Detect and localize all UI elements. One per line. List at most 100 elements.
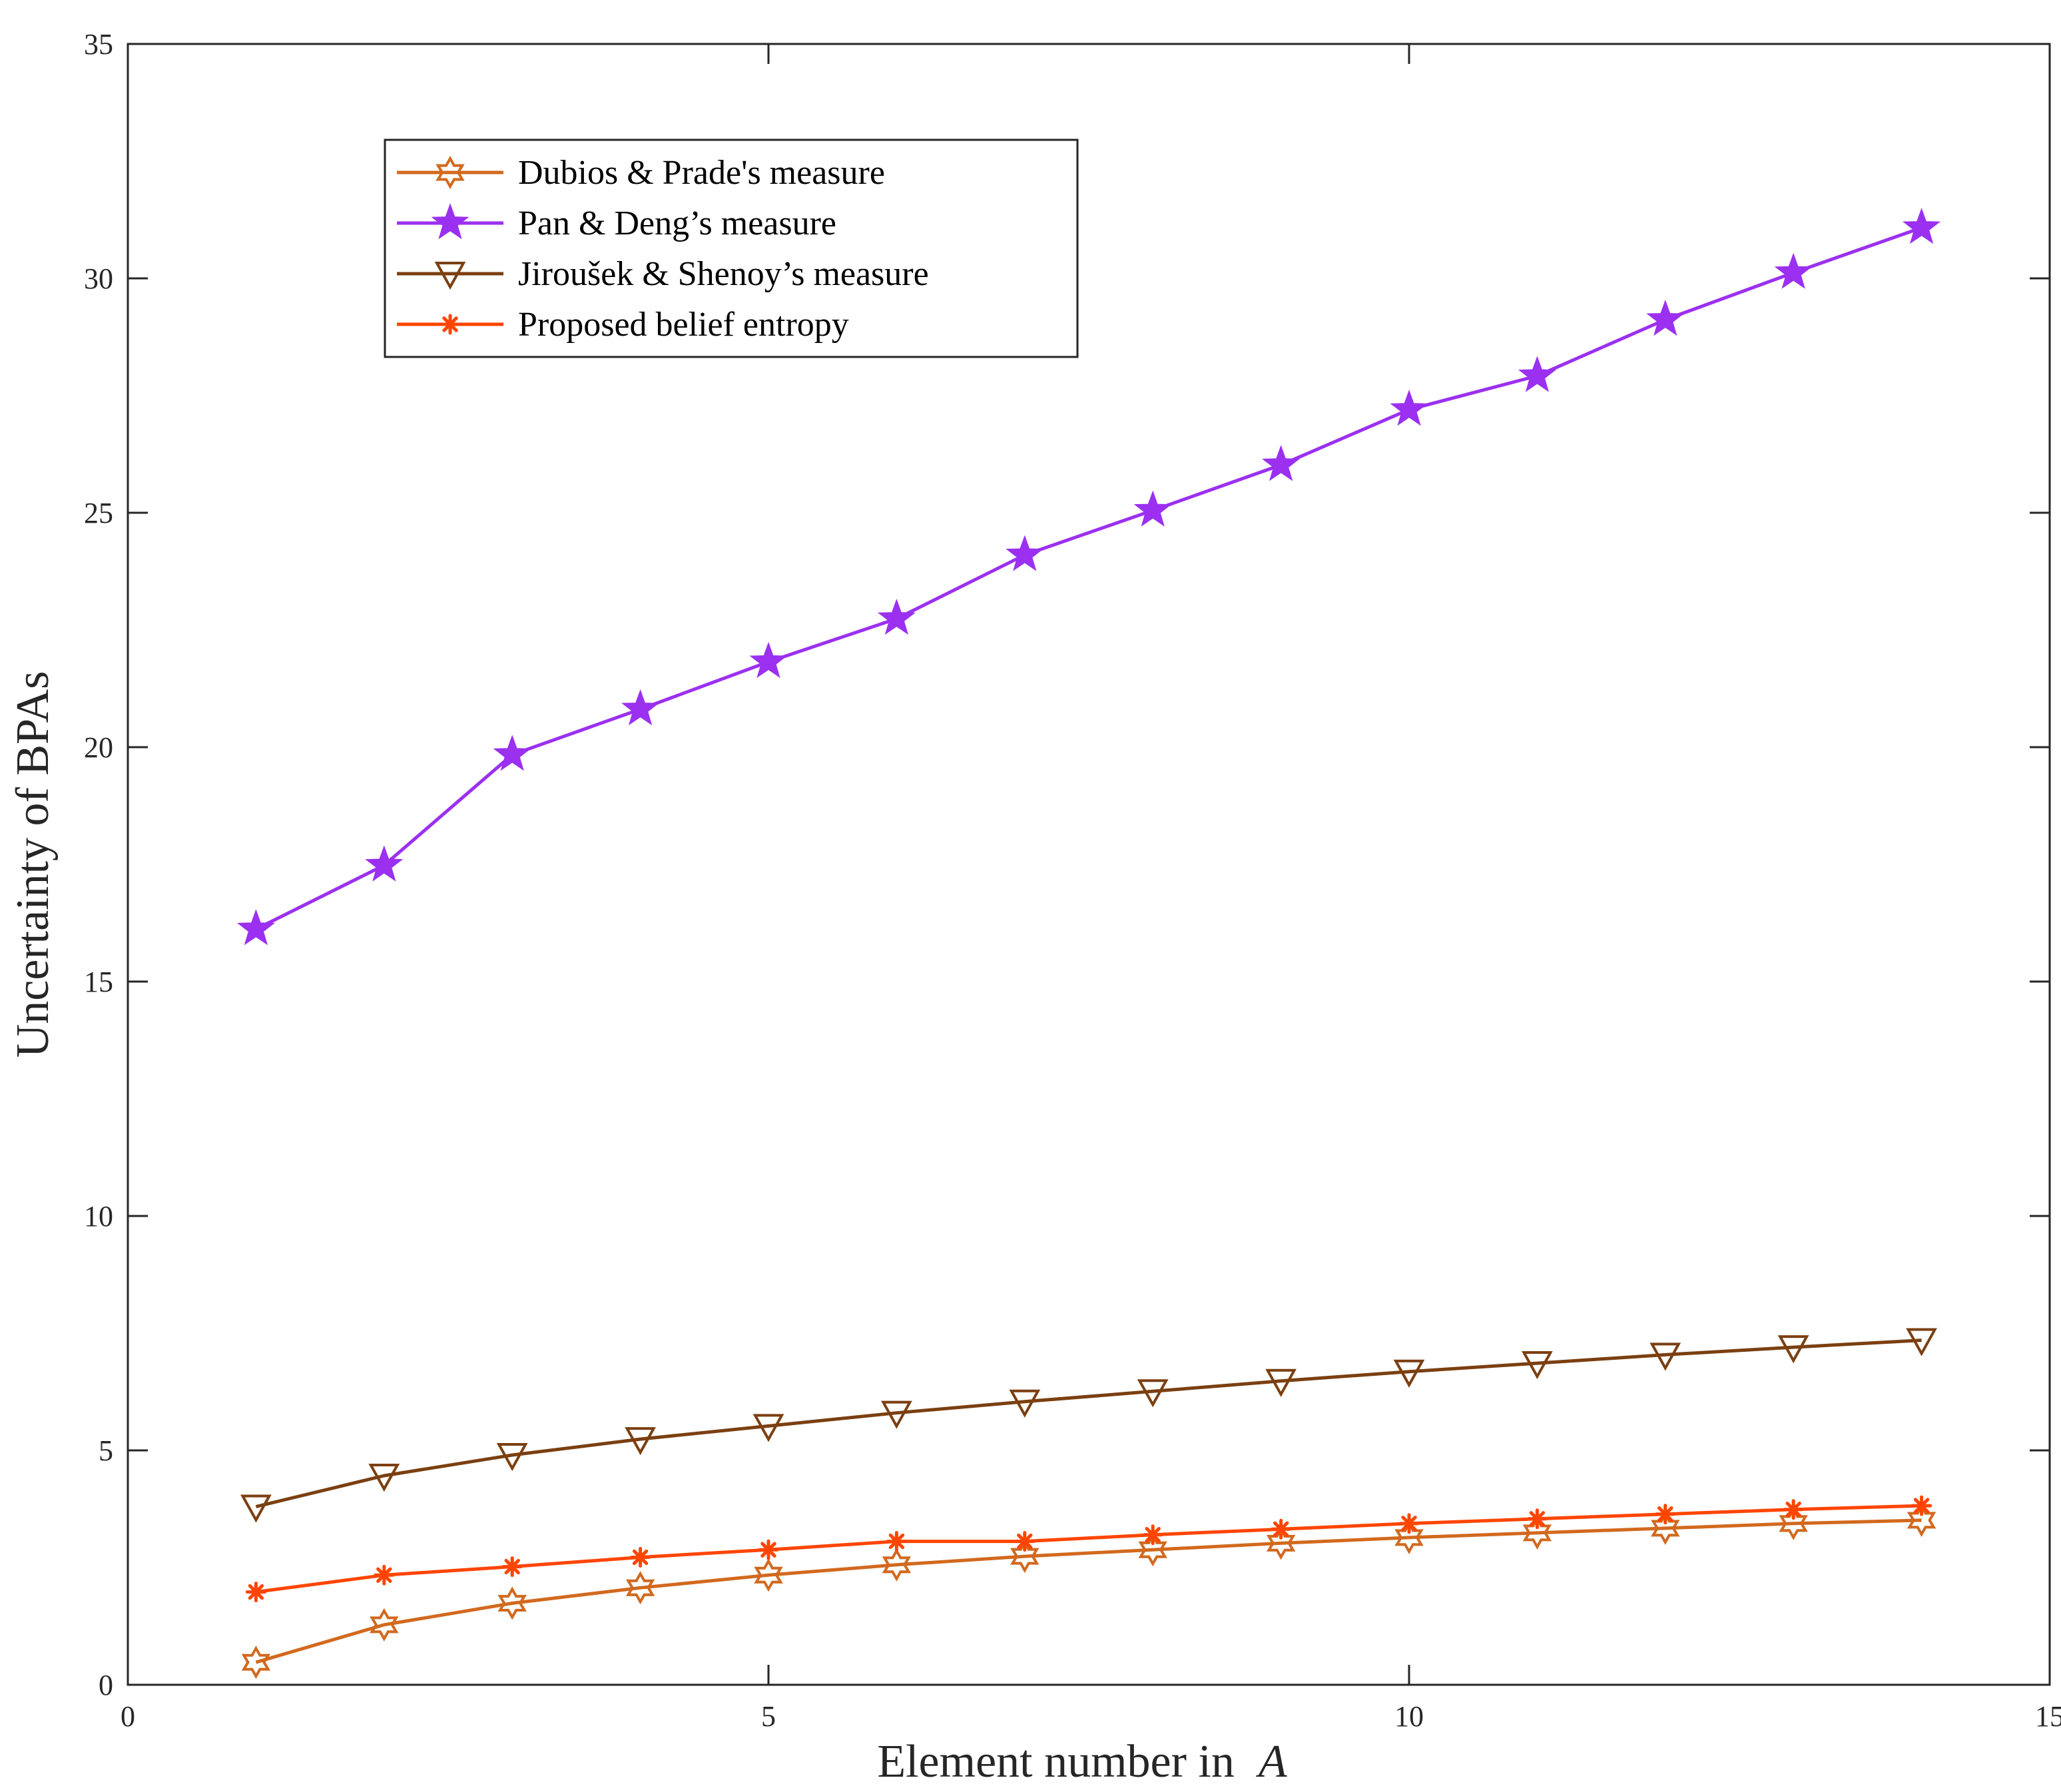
data-point [245, 1582, 266, 1603]
data-point [493, 735, 531, 771]
data-point [1390, 390, 1428, 426]
asterisk-stroke [1785, 1502, 1801, 1518]
y-tick-label: 25 [84, 497, 113, 529]
legend-marker [440, 314, 461, 335]
legend: Dubios & Prade's measure Pan & Deng’s mea… [384, 139, 1079, 358]
series-line [255, 1339, 1922, 1508]
asterisk-stroke [1529, 1511, 1546, 1527]
data-point [1398, 1513, 1420, 1534]
data-point [1526, 1508, 1548, 1530]
data-point [1262, 445, 1301, 481]
data-point [886, 1531, 907, 1552]
x-axis-title-text: Element number in [877, 1736, 1235, 1787]
y-tick-label: 35 [84, 28, 113, 61]
asterisk-stroke [248, 1584, 264, 1600]
series-line [256, 1504, 1922, 1594]
asterisk-stroke [1913, 1498, 1930, 1514]
series-layer [236, 208, 1941, 1679]
y-tick-label: 15 [84, 966, 113, 998]
y-tick-label: 20 [84, 731, 113, 764]
legend-label: Dubios & Prade's measure [518, 154, 885, 192]
y-tick-label: 0 [99, 1669, 113, 1701]
legend-marker [431, 203, 469, 240]
data-point [1265, 1368, 1297, 1397]
legend-label: Jiroušek & Shenoy’s measure [518, 255, 929, 293]
data-point [881, 1400, 912, 1429]
data-point [1133, 490, 1172, 527]
legend-label: Proposed belief entropy [518, 306, 849, 344]
data-point [1009, 1389, 1041, 1418]
data-point [501, 1556, 523, 1578]
data-point [625, 1571, 655, 1605]
x-axis-title-variable: A [1256, 1736, 1287, 1787]
y-axis-title: Uncertainty of BPAs [7, 671, 59, 1058]
data-point [1137, 1379, 1169, 1408]
data-point [1010, 1540, 1039, 1574]
asterisk-stroke [1657, 1506, 1673, 1522]
asterisk-stroke [1401, 1516, 1417, 1532]
data-point [1907, 1503, 1936, 1537]
data-point [1142, 1524, 1163, 1546]
plot-area: 0 5 10 15 0 5 10 15 20 25 30 35 [84, 28, 2061, 1733]
data-point [1777, 1335, 1809, 1364]
data-point [621, 689, 660, 726]
data-point [752, 1414, 784, 1442]
data-point [1783, 1499, 1804, 1520]
asterisk-stroke [376, 1567, 392, 1583]
data-point [877, 599, 916, 635]
series-0 [241, 1503, 1936, 1679]
data-point [365, 845, 404, 882]
data-point [625, 1427, 656, 1456]
x-tick-label: 15 [2035, 1700, 2061, 1733]
series-line [255, 1518, 1922, 1664]
data-point [1911, 1495, 1932, 1516]
series-1 [236, 208, 1941, 946]
x-tick-label: 10 [1394, 1700, 1424, 1733]
data-point [1518, 356, 1556, 392]
series-line [255, 226, 1922, 931]
x-tick-label: 0 [121, 1700, 135, 1733]
data-point [1779, 1506, 1808, 1540]
data-point [1655, 1504, 1676, 1525]
data-point [1906, 1328, 1937, 1356]
asterisk-stroke [888, 1533, 905, 1550]
data-point [749, 641, 788, 679]
y-tick-label: 5 [99, 1434, 113, 1467]
data-point [374, 1564, 395, 1586]
series-3 [245, 1495, 1932, 1603]
data-point [1522, 1351, 1553, 1380]
data-point [1651, 1511, 1680, 1545]
data-point [368, 1464, 400, 1492]
legend-label: Pan & Deng’s measure [518, 204, 836, 242]
data-point [496, 1443, 528, 1472]
series-2 [240, 1328, 1937, 1523]
data-point [758, 1539, 779, 1560]
asterisk-stroke [1145, 1527, 1161, 1543]
legend-marker [436, 155, 465, 190]
asterisk-stroke [632, 1549, 649, 1566]
legend-box [384, 139, 1079, 358]
data-point [1393, 1359, 1425, 1388]
data-point [370, 1608, 399, 1642]
data-point [1014, 1531, 1035, 1552]
data-point [1903, 208, 1941, 244]
data-point [1394, 1520, 1424, 1554]
x-axis-title: Element number in A [877, 1736, 1287, 1787]
data-point [1138, 1533, 1167, 1567]
data-point [1266, 1526, 1296, 1560]
y-tick-label: 30 [84, 262, 113, 295]
data-point [882, 1548, 912, 1582]
asterisk-stroke [760, 1542, 776, 1558]
data-point [754, 1558, 783, 1592]
legend-marker [434, 262, 466, 290]
data-point [240, 1494, 272, 1523]
asterisk-stroke [442, 316, 458, 332]
asterisk-stroke [1273, 1521, 1289, 1537]
data-point [1006, 535, 1044, 571]
data-point [236, 909, 275, 946]
x-tick-label: 5 [761, 1700, 776, 1733]
asterisk-stroke [504, 1558, 520, 1575]
data-point [1649, 1343, 1681, 1371]
data-point [630, 1547, 651, 1568]
